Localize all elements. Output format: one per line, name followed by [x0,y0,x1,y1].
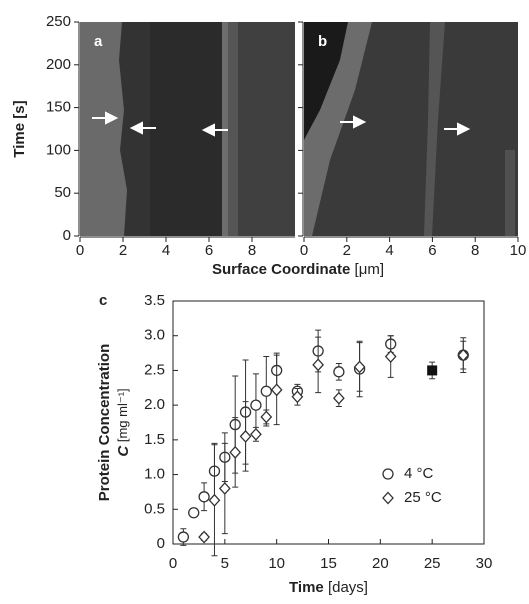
x-tick-label: 2 [343,242,351,259]
point [188,507,200,519]
y-tick-label: 0 [63,227,71,244]
point [333,366,345,378]
x-tick-label: 5 [221,555,229,572]
y-tick-label: 0.5 [144,500,165,517]
point [250,399,262,411]
kymograph-a [80,22,295,236]
x-tick-label: 25 [424,555,441,572]
point [239,429,252,443]
x-tick-label: 8 [471,242,479,259]
y-tick-label: 50 [54,184,71,201]
point [332,391,345,405]
y-axis-label: Protein Concentration [96,344,113,502]
y-tick-label: 3.0 [144,327,165,344]
x-tick-label: 4 [162,242,170,259]
y-tick-label: 250 [46,13,71,30]
point [291,390,304,404]
y-tick-label: 100 [46,141,71,158]
x-tick-label: 10 [268,555,285,572]
point [260,385,272,397]
point [312,358,325,372]
point [229,445,242,459]
legend-label: 25 °C [404,489,442,506]
point [270,383,283,397]
y-axis-label: C [mg ml⁻¹] [115,388,132,456]
x-tick-label: 6 [428,242,436,259]
legend-marker [382,491,394,505]
x-tick-label: 4 [385,242,393,259]
y-tick-label: 3.5 [144,292,165,309]
x-tick-label: 0 [76,242,84,259]
point [218,481,231,495]
plot-frame [172,300,485,545]
x-tick-label: 20 [372,555,389,572]
arrows [92,111,471,137]
x-axis-label: Time [days] [289,579,368,596]
y-tick-label: 2.0 [144,396,165,413]
point [353,360,366,374]
x-tick-label: 6 [205,242,213,259]
y-tick-label: 200 [46,56,71,73]
y-tick-label: 150 [46,99,71,116]
point [208,493,221,507]
kymograph-b [304,22,518,236]
legend-marker [382,468,394,480]
y-tick-label: 2.5 [144,361,165,378]
point [427,365,438,376]
y-tick-label: 1.5 [144,431,165,448]
x-tick-label: 0 [169,555,177,572]
point [198,530,210,544]
panel-label: a [94,33,103,50]
x-tick-label: 10 [510,242,527,259]
x-tick-label: 30 [476,555,493,572]
x-tick-label: 0 [300,242,308,259]
point [198,491,210,503]
x-axis-label: Surface Coordinate [μm] [212,261,384,278]
point [260,410,273,424]
legend-label: 4 °C [404,465,434,482]
panel-label: b [318,33,327,50]
point [177,531,190,543]
point [250,427,262,441]
x-tick-label: 2 [119,242,127,259]
y-tick-label: 1.0 [144,466,165,483]
x-tick-label: 8 [248,242,256,259]
point [384,350,397,364]
point [457,348,470,362]
x-tick-label: 15 [320,555,337,572]
y-axis-label: Time [s] [11,100,28,157]
y-tick-label: 0 [157,535,165,552]
panel-label: c [99,292,107,309]
